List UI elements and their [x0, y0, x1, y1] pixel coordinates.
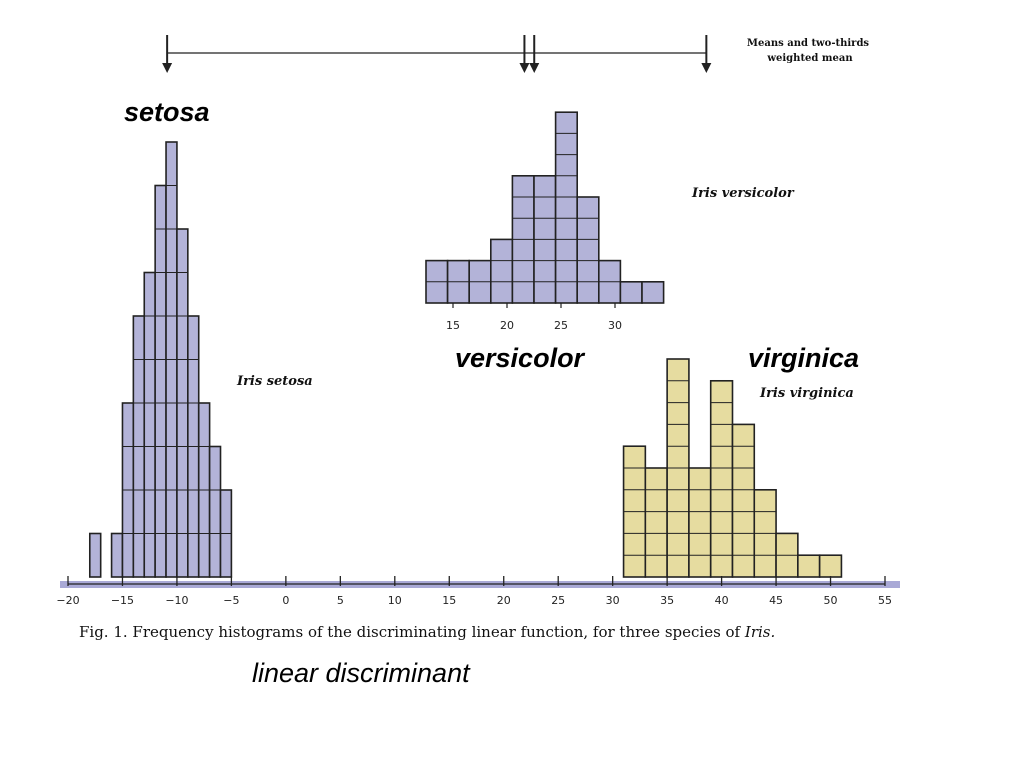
versicolor-tick-label: 25 — [554, 319, 568, 332]
caption-italic: Iris. — [744, 623, 775, 641]
versicolor-tick-label: 30 — [608, 319, 622, 332]
means-legend-line-1: Means and two-thirds — [747, 38, 870, 49]
virginica-bar — [666, 358, 690, 578]
x-tick-label: 25 — [551, 594, 565, 607]
x-tick-label: −15 — [111, 594, 134, 607]
setosa-bar — [132, 315, 146, 578]
versicolor-bar — [554, 111, 578, 304]
x-tick-label: 10 — [388, 594, 402, 607]
means-indicator — [162, 35, 712, 73]
setosa-bar — [197, 402, 211, 578]
virginica-bar — [753, 488, 777, 578]
setosa-bar — [143, 271, 156, 578]
versicolor-bar — [511, 175, 535, 304]
mean-arrow — [162, 35, 173, 73]
x-tick-label: 55 — [878, 594, 892, 607]
setosa-bar — [187, 315, 200, 578]
versicolor-tick-label: 20 — [500, 319, 514, 332]
x-axis: 15 20 25 30 −20 −15 −10 −5 0 5 10 15 20 25 30 35 40 45 50 5… — [56, 303, 900, 607]
versicolor-bar — [533, 175, 557, 304]
iris-versicolor-label: Iris versicolor — [691, 186, 795, 201]
x-tick-label: −5 — [223, 594, 239, 607]
x-tick-label: 35 — [660, 594, 674, 607]
setosa-bar — [88, 532, 102, 578]
mean-arrow — [701, 35, 712, 73]
x-tick-label: 5 — [337, 594, 344, 607]
versicolor-title: versicolor — [455, 343, 586, 373]
setosa-bar — [165, 141, 178, 578]
virginica-bar — [731, 423, 756, 578]
mean-arrow — [529, 35, 540, 73]
versicolor-bar — [468, 259, 492, 304]
x-tick-label: 15 — [442, 594, 456, 607]
histograms-layer — [88, 111, 843, 578]
x-tick-label: 0 — [282, 594, 289, 607]
virginica-bar — [709, 379, 734, 578]
iris-virginica-label: Iris virginica — [759, 386, 854, 401]
x-tick-label: 45 — [769, 594, 783, 607]
virginica-bar — [797, 554, 821, 578]
x-tick-label: 40 — [715, 594, 729, 607]
x-tick-label: −20 — [56, 594, 79, 607]
setosa-bar — [154, 184, 167, 578]
versicolor-bar — [446, 259, 471, 304]
versicolor-tick-label: 15 — [446, 319, 460, 332]
setosa-bar — [121, 402, 135, 578]
setosa-bar — [176, 228, 189, 578]
iris-setosa-label: Iris setosa — [236, 374, 313, 389]
setosa-bar — [110, 532, 124, 578]
means-legend-line-2: weighted mean — [766, 53, 853, 64]
setosa-title: setosa — [124, 97, 210, 127]
virginica-bar — [775, 532, 799, 578]
virginica-bar — [622, 445, 647, 578]
setosa-bar — [208, 445, 222, 578]
x-axis-title: linear discriminant — [252, 658, 471, 688]
setosa-bar — [219, 489, 233, 578]
versicolor-bar — [619, 280, 643, 304]
virginica-title: virginica — [748, 343, 859, 373]
versicolor-bar — [425, 259, 449, 304]
versicolor-bar — [597, 259, 622, 304]
figure-caption: Fig. 1. Frequency histograms of the disc… — [79, 623, 775, 641]
x-tick-label: −10 — [165, 594, 188, 607]
versicolor-bar — [576, 196, 600, 304]
versicolor-bar — [641, 280, 665, 304]
x-tick-label: 50 — [824, 594, 838, 607]
versicolor-bar — [489, 238, 514, 304]
x-tick-label: 30 — [606, 594, 620, 607]
virginica-bar — [818, 554, 843, 578]
virginica-bar — [688, 467, 712, 578]
caption-prefix: Fig. 1. Frequency histograms of the disc… — [79, 623, 745, 641]
mean-arrow — [519, 35, 530, 73]
x-tick-label: 20 — [497, 594, 511, 607]
virginica-bar — [644, 467, 668, 578]
